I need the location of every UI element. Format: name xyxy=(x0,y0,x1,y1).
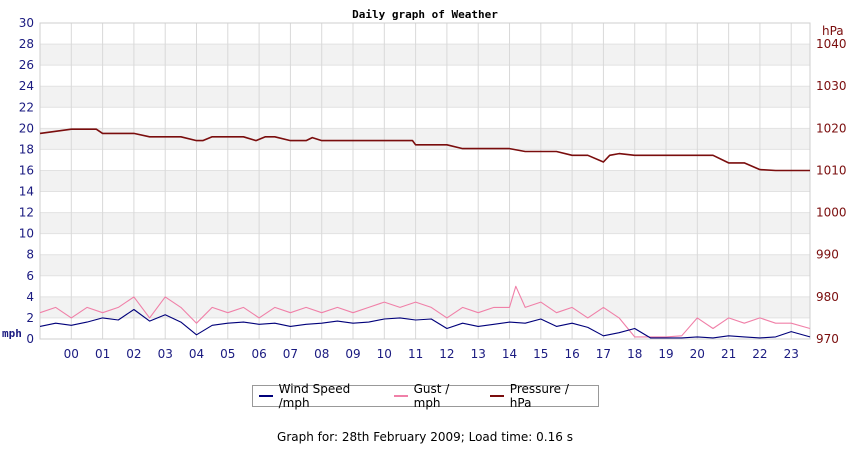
right-axis-unit: hPa xyxy=(822,24,844,38)
left-tick-label: 6 xyxy=(26,269,34,283)
x-tick-label: 09 xyxy=(345,347,360,361)
right-tick-label: 990 xyxy=(816,248,839,262)
x-tick-label: 06 xyxy=(251,347,266,361)
grid-band xyxy=(40,44,810,66)
right-tick-label: 980 xyxy=(816,290,839,304)
left-tick-label: 22 xyxy=(19,100,34,114)
left-tick-label: 30 xyxy=(19,16,34,30)
x-tick-label: 22 xyxy=(752,347,767,361)
left-tick-label: 28 xyxy=(19,37,34,51)
x-tick-label: 08 xyxy=(314,347,329,361)
right-tick-label: 1020 xyxy=(816,121,847,135)
legend-label-gust: Gust / mph xyxy=(413,382,450,410)
pressure-line xyxy=(39,128,810,172)
footer-status: Graph for: 28th February 2009; Load time… xyxy=(277,430,573,444)
legend-label-pressure: Pressure / hPa xyxy=(509,382,569,410)
wind-speed-line xyxy=(39,308,811,339)
x-tick-label: 19 xyxy=(658,347,673,361)
plot-frame xyxy=(39,22,811,340)
right-tick-label: 1030 xyxy=(816,79,847,93)
left-tick-label: 4 xyxy=(26,290,34,304)
left-tick-label: 16 xyxy=(19,163,34,177)
series-layer xyxy=(39,128,811,339)
grid-band xyxy=(40,212,810,234)
x-tick-label: 12 xyxy=(439,347,454,361)
x-tick-label: 15 xyxy=(533,347,548,361)
left-tick-label: 12 xyxy=(19,206,34,220)
left-tick-label: 8 xyxy=(26,248,34,262)
legend-item-wind: Wind Speed /mph xyxy=(259,382,382,410)
left-tick-label: 18 xyxy=(19,142,34,156)
x-tick-label: 01 xyxy=(95,347,110,361)
gust-line xyxy=(39,285,811,338)
left-axis-unit: mph xyxy=(2,327,22,340)
left-tick-label: 10 xyxy=(19,227,34,241)
grid-band xyxy=(40,296,810,318)
left-tick-label: 20 xyxy=(19,121,34,135)
x-tick-label: 11 xyxy=(408,347,423,361)
right-tick-label: 1040 xyxy=(816,37,847,51)
legend-swatch-wind xyxy=(259,395,273,397)
right-axis-ticks: 970 980 990 1000 1010 1020 1030 1040 xyxy=(816,37,847,346)
x-tick-label: 17 xyxy=(596,347,611,361)
grid-band xyxy=(40,170,810,192)
x-tick-label: 13 xyxy=(471,347,486,361)
legend-item-gust: Gust / mph xyxy=(394,382,478,410)
right-tick-label: 1000 xyxy=(816,206,847,220)
x-axis-ticks: 00 01 02 03 04 05 06 07 08 09 10 11 12 13 14 15 16 17 18 19… xyxy=(64,347,799,361)
x-tick-label: 04 xyxy=(189,347,204,361)
x-tick-label: 00 xyxy=(64,347,79,361)
background-bands xyxy=(40,44,810,318)
left-tick-label: 0 xyxy=(26,332,34,346)
right-tick-label: 970 xyxy=(816,332,839,346)
x-tick-label: 07 xyxy=(283,347,298,361)
left-tick-label: 24 xyxy=(19,79,34,93)
x-tick-label: 23 xyxy=(784,347,799,361)
chart-title: Daily graph of Weather xyxy=(352,8,498,21)
x-tick-label: 02 xyxy=(126,347,141,361)
grid-band xyxy=(40,254,810,276)
legend-item-pressure: Pressure / hPa xyxy=(490,382,592,410)
x-tick-label: 14 xyxy=(502,347,517,361)
left-tick-label: 26 xyxy=(19,58,34,72)
x-tick-label: 16 xyxy=(564,347,579,361)
left-tick-label: 2 xyxy=(26,311,34,325)
x-tick-label: 10 xyxy=(377,347,392,361)
left-tick-label: 14 xyxy=(19,185,34,199)
right-tick-label: 1010 xyxy=(816,163,847,177)
x-tick-label: 21 xyxy=(721,347,736,361)
legend-label-wind: Wind Speed /mph xyxy=(278,382,351,410)
legend: Wind Speed /mph Gust / mph Pressure / hP… xyxy=(252,382,599,410)
x-tick-label: 20 xyxy=(690,347,705,361)
x-tick-label: 03 xyxy=(158,347,173,361)
legend-swatch-gust xyxy=(394,395,408,397)
x-tick-label: 18 xyxy=(627,347,642,361)
x-tick-label: 05 xyxy=(220,347,235,361)
legend-swatch-pressure xyxy=(490,395,504,397)
grid-band xyxy=(40,128,810,150)
grid-band xyxy=(40,86,810,108)
grid-lines xyxy=(40,22,810,340)
weather-chart: Daily graph of Weather 02468101214161820… xyxy=(2,8,847,361)
